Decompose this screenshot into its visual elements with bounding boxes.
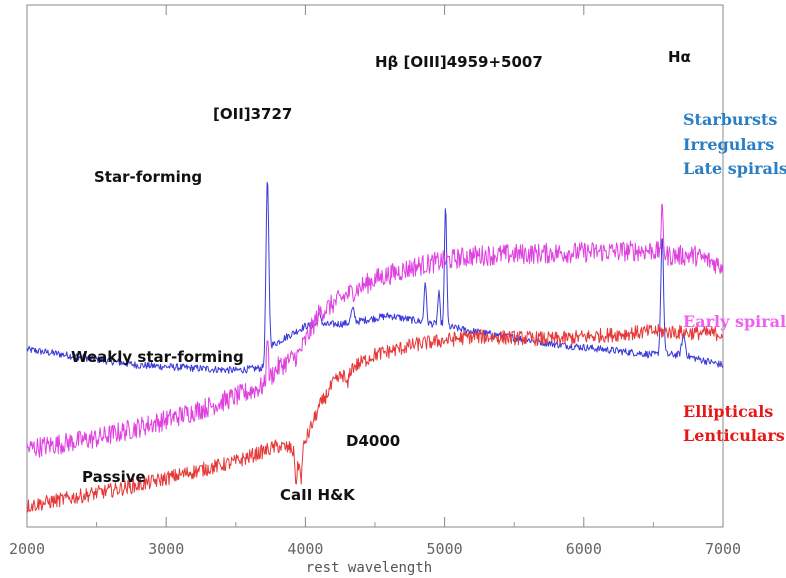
- legend-entry: Ellipticals: [683, 402, 773, 421]
- x-tick-label: 5000: [427, 540, 463, 558]
- annotation-wsf_label: Weakly star-forming: [71, 348, 244, 366]
- x-tick-label: 4000: [287, 540, 323, 558]
- x-tick-label: 2000: [9, 540, 45, 558]
- legend-entry: Early spirals: [683, 312, 786, 331]
- annotation-sf_label: Star-forming: [94, 168, 202, 186]
- legend-entry: Starbursts: [683, 110, 777, 129]
- x-tick-label: 6000: [566, 540, 602, 558]
- x-axis-title: rest wavelength: [306, 560, 432, 576]
- legend-entry: Lenticulars: [683, 426, 785, 445]
- spectrum-line-wsf: [26, 203, 724, 458]
- annotation-hb_oiii: Hβ [OIII]4959+5007: [375, 53, 543, 71]
- annotation-d4000: D4000: [346, 432, 400, 450]
- annotation-caii: CaII H&K: [280, 486, 356, 504]
- x-tick-label: 7000: [705, 540, 741, 558]
- annotation-passive: Passive: [82, 468, 146, 486]
- legend-entry: Late spirals: [683, 159, 786, 178]
- annotation-oii: [OII]3727: [213, 105, 292, 123]
- x-tick-label: 3000: [148, 540, 184, 558]
- spectrum-line-sf: [26, 181, 724, 374]
- annotation-ha: Hα: [668, 48, 691, 66]
- spectrum-line-pas: [26, 323, 724, 513]
- legend-entry: Irregulars: [683, 135, 774, 154]
